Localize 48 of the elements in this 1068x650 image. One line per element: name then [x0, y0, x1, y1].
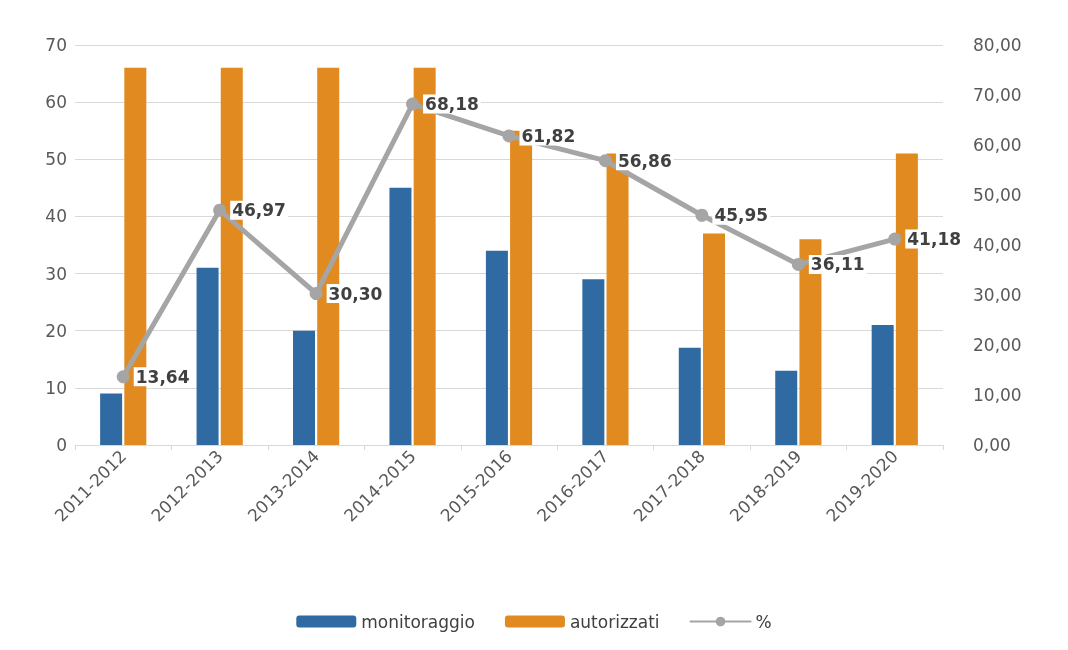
bar [678, 347, 701, 445]
y2-tick-label: 70,00 [973, 85, 1022, 105]
bar [582, 279, 605, 445]
point [695, 208, 709, 222]
y-tick-label: 70 [45, 35, 67, 55]
data-label: 13,64 [135, 366, 190, 387]
legend-label: % [755, 611, 772, 632]
bar [775, 370, 798, 445]
point [213, 203, 227, 217]
data-label: 61,82 [521, 125, 576, 146]
bar [293, 330, 316, 445]
point [502, 129, 516, 143]
y2-tick-label: 20,00 [973, 335, 1022, 355]
y2-tick-label: 60,00 [973, 135, 1022, 155]
data-label: 30,30 [328, 283, 383, 304]
data-label: 45,95 [714, 205, 769, 226]
y2-tick-label: 40,00 [973, 235, 1022, 255]
data-label: 68,18 [425, 94, 479, 115]
data-label: 41,18 [907, 229, 962, 250]
y2-tick-label: 50,00 [973, 185, 1022, 205]
y-tick-label: 60 [45, 92, 67, 113]
y-tick-label: 50 [45, 149, 67, 170]
y-tick-label: 30 [45, 263, 67, 284]
bar [389, 187, 412, 445]
point [598, 154, 612, 168]
point [309, 287, 323, 300]
bar [485, 250, 508, 445]
legend-label: autorizzati [569, 611, 660, 632]
y2-tick-label: 80,00 [973, 35, 1022, 55]
y2-tick-label: 30,00 [973, 285, 1022, 305]
data-label: 56,86 [617, 150, 672, 171]
bar [871, 325, 894, 445]
point [406, 97, 420, 111]
legend-label: monitoraggio [361, 611, 475, 632]
y2-tick-label: 10,00 [973, 385, 1022, 405]
bar [702, 233, 725, 445]
y-tick-label: 20 [45, 320, 67, 341]
data-label: 46,97 [232, 200, 286, 221]
bar [100, 393, 123, 445]
data-label: 36,11 [810, 254, 865, 275]
point [116, 370, 130, 384]
point [791, 257, 805, 271]
y-tick-label: 0 [56, 435, 67, 455]
y-tick-label: 10 [45, 377, 67, 398]
point [888, 232, 902, 246]
bar [196, 267, 219, 445]
y2-tick-label: 0,00 [973, 435, 1011, 455]
y-tick-label: 40 [45, 206, 67, 227]
